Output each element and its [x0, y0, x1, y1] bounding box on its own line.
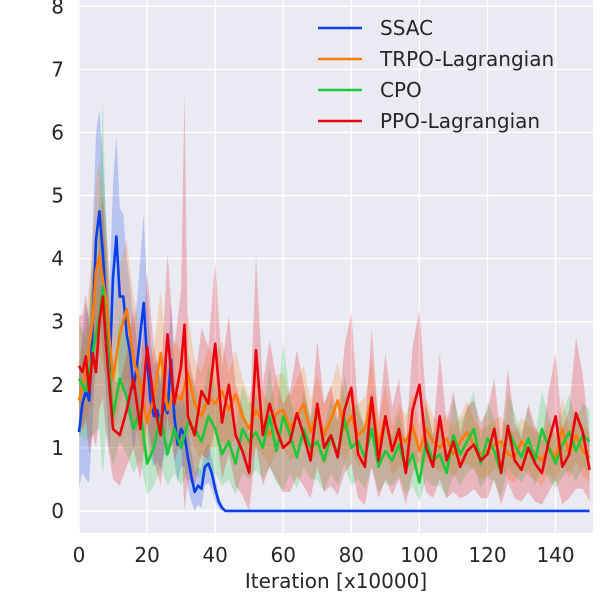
series-lines — [77, 210, 591, 513]
y-tick-label-3: 3 — [51, 310, 64, 334]
legend-label-trpo-lagrangian: TRPO-Lagrangian — [379, 47, 554, 71]
legend-label-cpo: CPO — [380, 78, 422, 102]
trpo-lagrangian-line — [77, 254, 591, 462]
legend: SSAC TRPO-Lagrangian CPO PPO-Lagrangian — [318, 16, 554, 133]
x-tick-labels: 0 20 40 60 80 100 120 140 — [73, 543, 575, 567]
y-tick-label-6: 6 — [51, 120, 64, 144]
y-tick-label-4: 4 — [51, 247, 64, 271]
ppo-lagrangian-band — [79, 91, 590, 511]
x-tick-label-1: 20 — [134, 543, 159, 567]
x-tick-label-6: 120 — [468, 543, 506, 567]
x-tick-label-5: 100 — [400, 543, 438, 567]
legend-label-ssac: SSAC — [380, 16, 433, 40]
legend-label-ppo-lagrangian: PPO-Lagrangian — [380, 109, 540, 133]
x-tick-label-0: 0 — [73, 543, 86, 567]
ppo-lagrangian-line — [77, 295, 591, 475]
y-tick-label-5: 5 — [51, 184, 64, 208]
x-tick-label-4: 80 — [339, 543, 364, 567]
x-axis-label: Iteration [x10000] — [245, 569, 427, 593]
x-tick-label-3: 60 — [271, 543, 296, 567]
y-tick-label-2: 2 — [51, 373, 64, 397]
y-tick-labels: 0 1 2 3 4 5 6 7 8 — [51, 0, 64, 523]
x-tick-label-2: 40 — [202, 543, 227, 567]
y-tick-label-8: 8 — [51, 0, 64, 18]
y-tick-label-1: 1 — [51, 436, 64, 460]
y-tick-label-7: 7 — [51, 57, 64, 81]
x-tick-label-7: 140 — [536, 543, 574, 567]
y-tick-label-0: 0 — [51, 499, 64, 523]
